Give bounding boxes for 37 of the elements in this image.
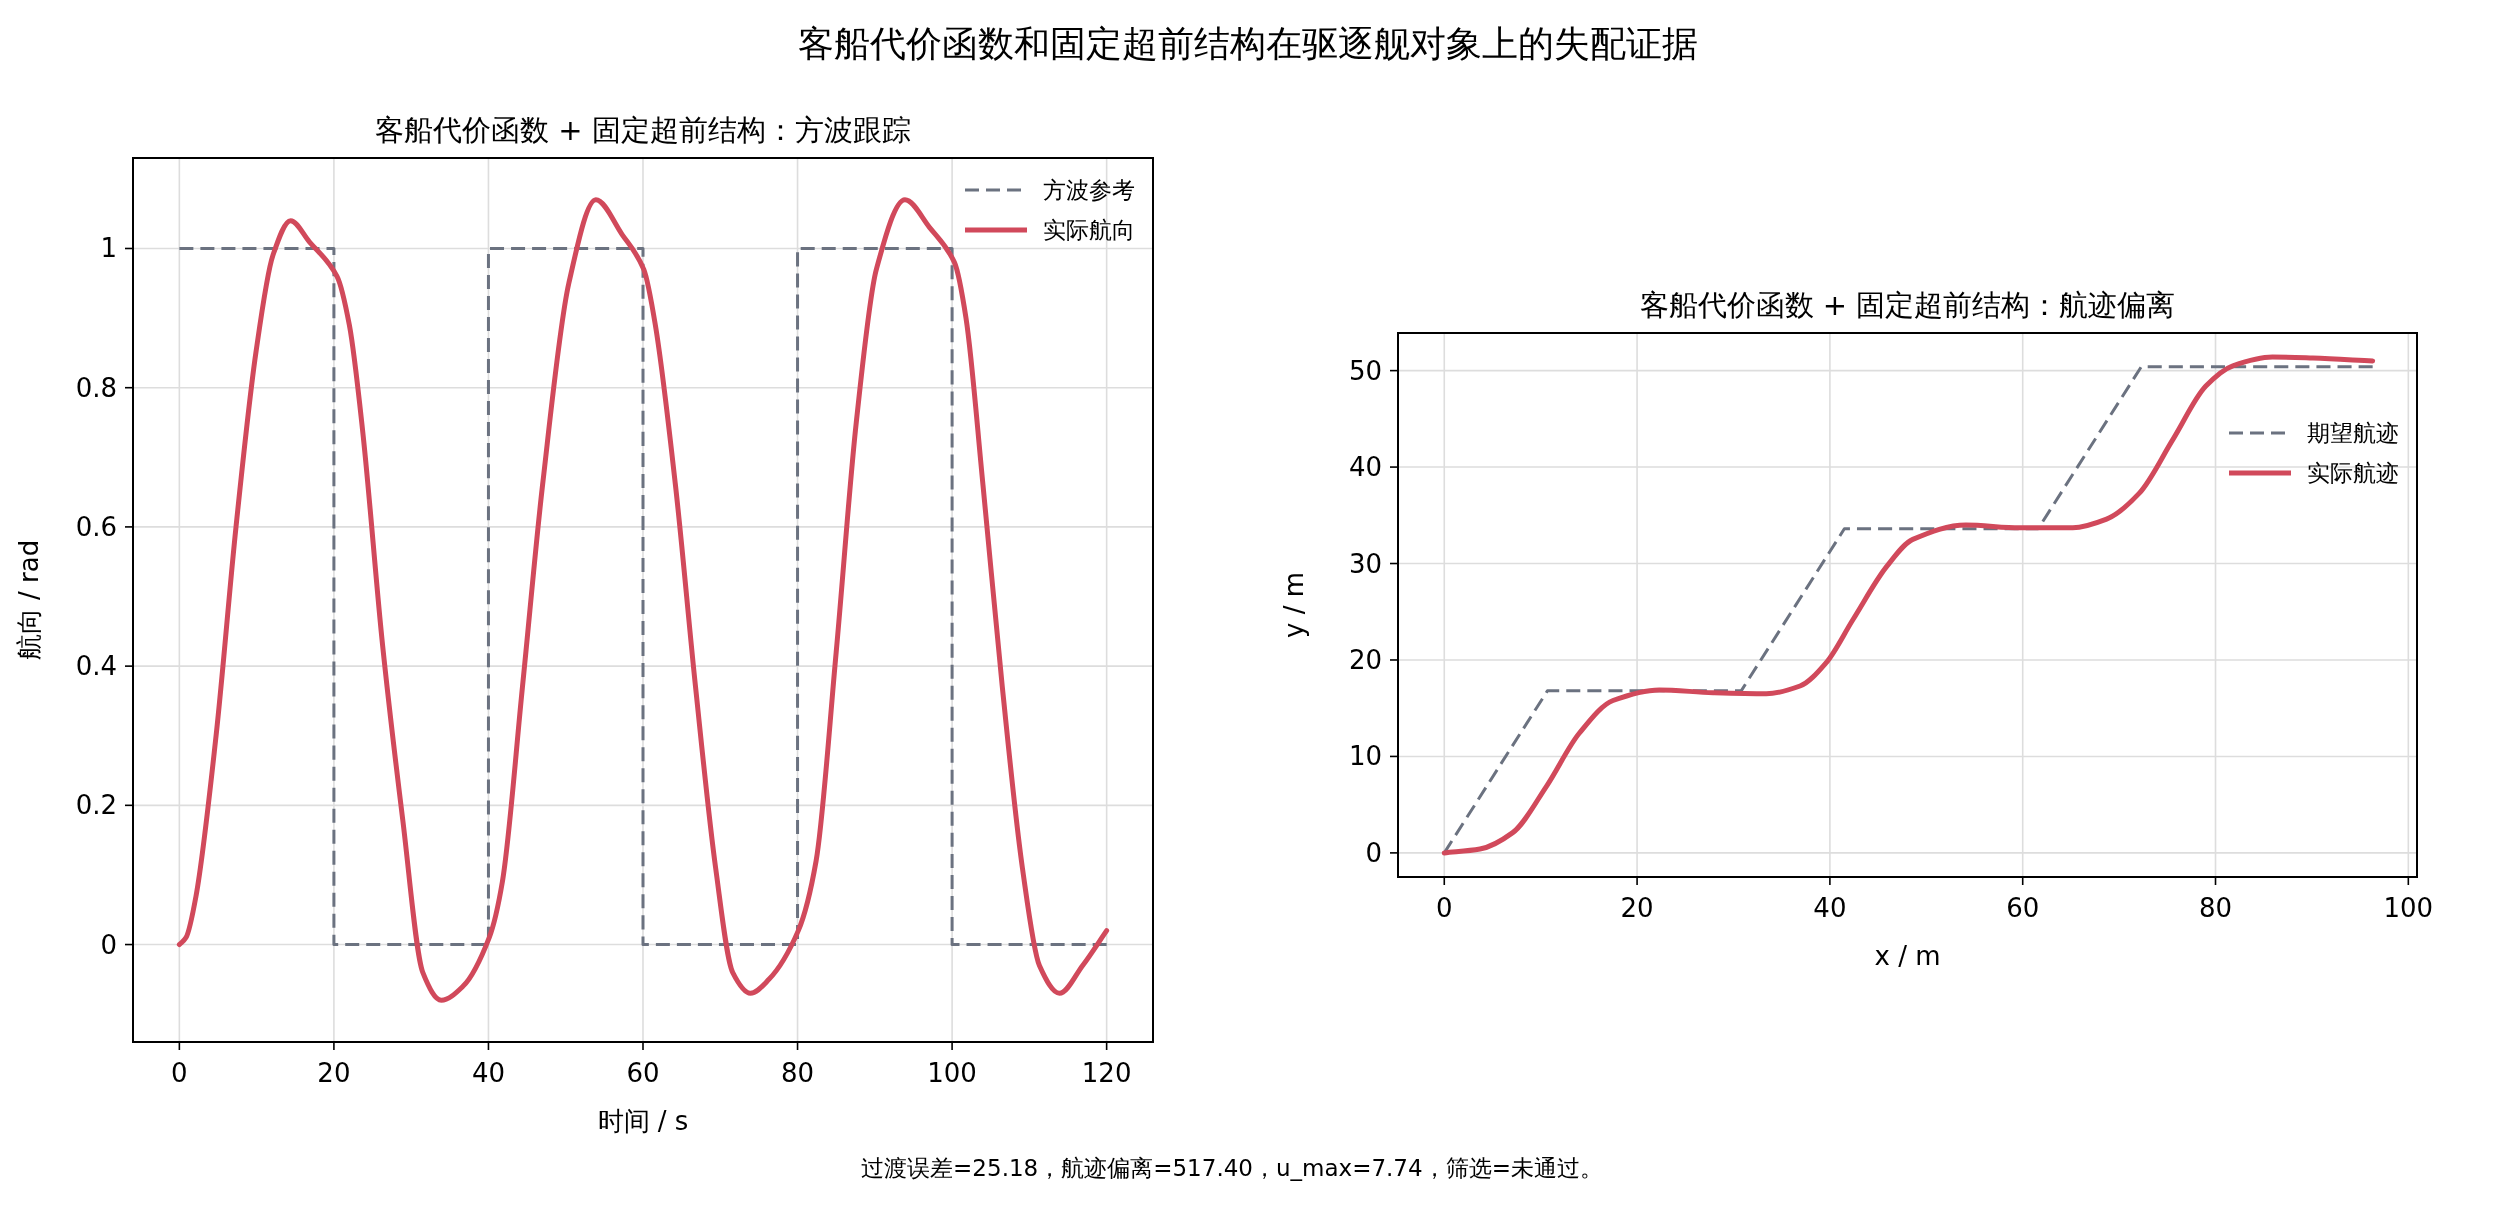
x-tick-label: 100 [2383, 893, 2434, 923]
y-tick-label: 40 [1348, 452, 1382, 483]
y-tick-label: 0.8 [75, 372, 117, 403]
chart-title: 客船代价函数 + 固定超前结构：方波跟踪 [375, 113, 911, 147]
y-tick-label: 10 [1348, 741, 1382, 772]
x-tick-label: 0 [1436, 893, 1453, 923]
legend-label: 方波参考 [1043, 177, 1135, 203]
x-axis-title: x / m [1874, 941, 1941, 971]
y-tick-label: 30 [1348, 548, 1382, 579]
x-tick-label: 40 [1813, 893, 1847, 923]
x-tick-label: 0 [171, 1058, 188, 1088]
y-tick-label: 0.6 [75, 511, 117, 542]
x-tick-label: 60 [2006, 893, 2040, 923]
legend-label: 实际航迹 [2307, 460, 2399, 486]
text: 过渡误差=25.18，航迹偏离=517.40，u_max=7.74，筛选=未通过。 [861, 1155, 1603, 1181]
x-tick-label: 100 [927, 1058, 977, 1088]
legend-label: 实际航向 [1043, 217, 1135, 243]
x-tick-label: 40 [471, 1058, 505, 1088]
x-tick-label: 80 [2198, 893, 2233, 923]
y-tick-label: 0 [1365, 837, 1382, 868]
y-tick-label: 50 [1348, 355, 1382, 386]
x-axis-title: 时间 / s [597, 1106, 689, 1136]
legend-label: 期望航迹 [2307, 420, 2399, 446]
y-axis-title: y / m [1279, 571, 1309, 639]
x-tick-label: 80 [781, 1058, 815, 1088]
x-tick-label: 20 [317, 1058, 351, 1088]
y-tick-label: 0.4 [75, 651, 117, 682]
y-tick-label: 0.2 [75, 790, 117, 821]
x-tick-label: 60 [626, 1058, 660, 1088]
x-tick-label: 20 [1620, 893, 1654, 923]
y-tick-label: 0 [100, 929, 117, 960]
x-tick-label: 120 [1081, 1058, 1132, 1088]
y-tick-label: 20 [1348, 644, 1382, 675]
chart-title: 客船代价函数 + 固定超前结构：航迹偏离 [1639, 288, 2176, 322]
text: 客船代价函数和固定超前结构在驱逐舰对象上的失配证据 [797, 23, 1698, 64]
y-axis-title: 航向 / rad [14, 539, 44, 661]
y-tick-label: 1 [100, 233, 117, 264]
